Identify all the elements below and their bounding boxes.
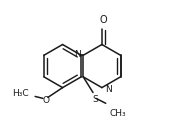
Text: N: N: [74, 50, 81, 59]
Text: O: O: [99, 15, 107, 25]
Text: H₃C: H₃C: [12, 89, 28, 98]
Text: O: O: [42, 96, 50, 105]
Text: N: N: [105, 85, 112, 94]
Text: CH₃: CH₃: [110, 109, 126, 118]
Text: S: S: [92, 95, 98, 104]
